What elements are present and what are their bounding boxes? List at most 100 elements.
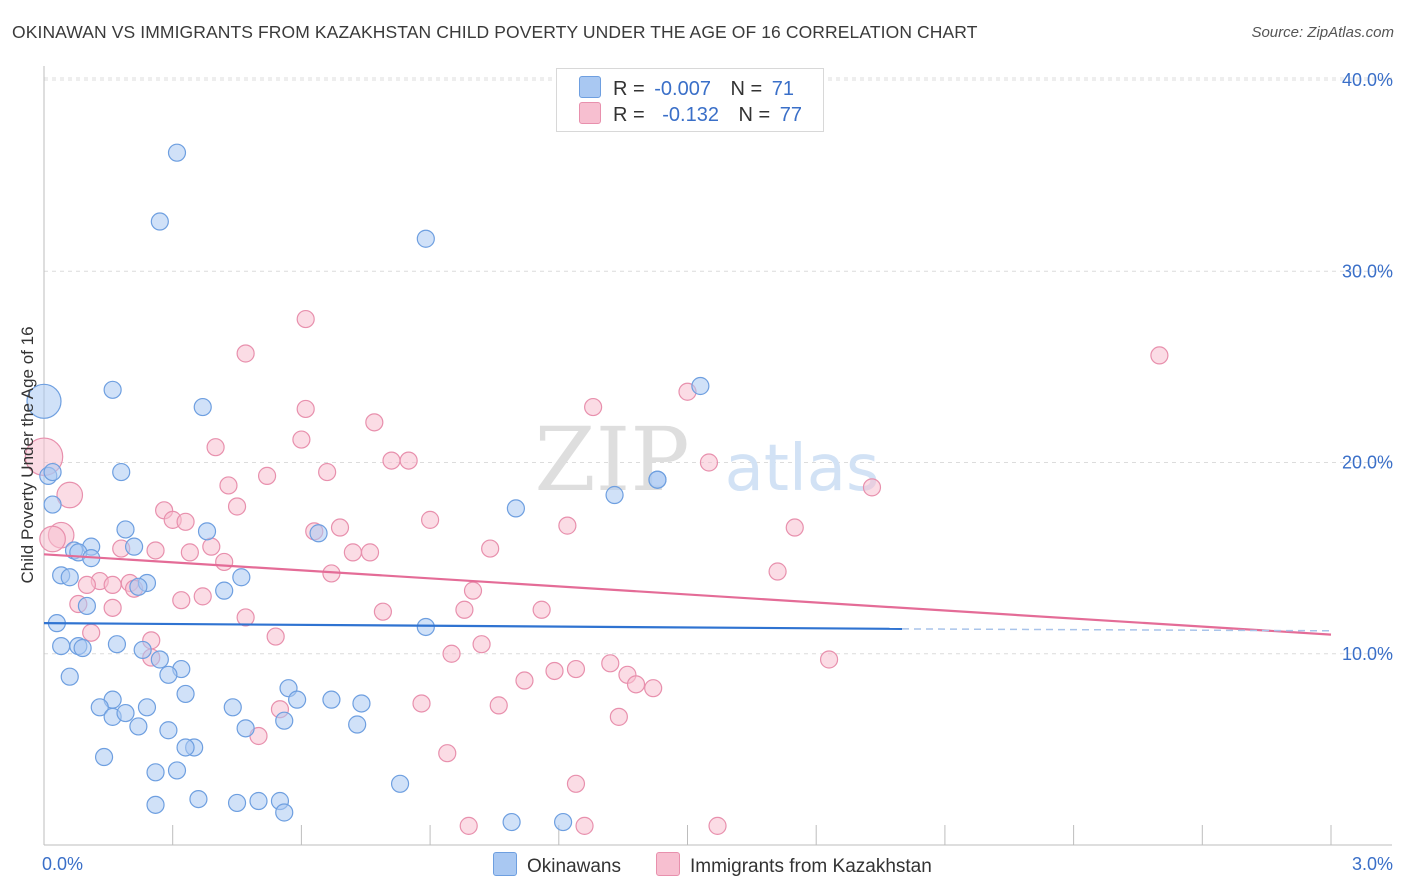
tick-labels: 10.0% 20.0% 30.0% 40.0% 0.0% 3.0% [42, 70, 1393, 874]
okinawan-point [390, 774, 410, 793]
watermark-atlas: atlas [725, 432, 880, 506]
kazakhstan-point [219, 476, 238, 495]
okinawan-point [129, 717, 148, 736]
okinawan-point [94, 747, 114, 767]
source-credit: Source: ZipAtlas.com [1251, 24, 1394, 41]
okinawan-point [146, 763, 165, 782]
okinawan-point [159, 665, 178, 684]
okinawan-point [167, 143, 187, 162]
kazakhstan-point [318, 462, 337, 482]
okinawan-point [26, 383, 62, 419]
kazakhstan-point [644, 679, 663, 698]
kazakhstan-point [819, 650, 839, 669]
okinawan-point [133, 640, 152, 660]
okinawan-point [288, 690, 307, 709]
kazakhstan-point [412, 694, 431, 713]
okinawan-point [43, 462, 62, 482]
bottom-legend-label: Immigrants from Kazakhstan [690, 856, 932, 877]
okinawan-point [107, 635, 127, 654]
kazakhstan-point [609, 707, 628, 726]
y-tick-label: 40.0% [1342, 70, 1393, 90]
okinawan-point [416, 229, 435, 248]
okinawan-point [77, 596, 97, 616]
okinawan-point [506, 499, 526, 518]
kazakhstan-point [360, 543, 380, 562]
kazakhstan-point [566, 659, 586, 679]
kazakhstan-point [330, 518, 350, 537]
kazakhstan-point [601, 654, 620, 673]
kazakhstan-point [176, 512, 195, 531]
x-tick-label: 3.0% [1352, 854, 1393, 874]
okinawan-point [176, 684, 195, 704]
okinawan-point [193, 397, 212, 417]
series-kazakhstan-points [24, 309, 1169, 835]
okinawan-point [348, 715, 367, 734]
kazakhstan-point [463, 581, 483, 600]
okinawan-point [90, 698, 109, 717]
okinawan-point [232, 568, 251, 587]
okinawan-point [124, 537, 144, 556]
kazakhstan-point [399, 451, 418, 470]
okinawan-point [103, 380, 122, 399]
legend-row-okinawans: R = -0.007 N = 71 [579, 76, 794, 100]
okinawan-point [648, 470, 667, 489]
kazakhstan-point [575, 816, 594, 835]
kazakhstan-point [442, 644, 461, 663]
kazakhstan-point [39, 525, 66, 553]
okinawan-point [150, 650, 169, 669]
okinawan-point [691, 376, 710, 396]
okinawan-point [236, 719, 255, 738]
kazakhstan-point [708, 816, 727, 835]
kazakhstan-point [146, 541, 165, 560]
okinawan-point [116, 703, 135, 723]
okinawan-point [416, 617, 435, 637]
okinawan-point [352, 694, 371, 713]
kazakhstan-point [373, 602, 393, 621]
okinawan-point [227, 793, 247, 813]
legend-n-value: 71 [771, 78, 795, 100]
kazakhstan-point [699, 453, 719, 472]
kazakhstan-point [584, 397, 603, 417]
kazakhstan-point [558, 516, 577, 535]
okinawan-point [176, 738, 195, 757]
kazakhstan-point [382, 451, 401, 470]
kazakhstan-point [193, 587, 212, 606]
kazakhstan-point [566, 774, 586, 793]
kazakhstan-point [421, 510, 440, 529]
y-tick-label: 20.0% [1342, 453, 1393, 473]
okinawan-point [189, 789, 208, 809]
kazakhstan-point [472, 635, 491, 654]
kazakhstan-point [103, 575, 122, 595]
kazakhstan-point [459, 816, 478, 835]
legend-r-value: -0.007 [654, 78, 711, 100]
okinawan-point [129, 577, 148, 596]
y-tick-label: 30.0% [1342, 261, 1393, 281]
okinawan-point [43, 495, 62, 514]
okinawan-point [553, 812, 573, 832]
y-axis-label: Child Poverty Under the Age of 16 [18, 326, 37, 583]
kazakhstan-point [532, 600, 551, 619]
legend-n-value: 77 [779, 104, 803, 126]
kazakhstan-point [481, 539, 500, 558]
kazakhstan-point [236, 344, 255, 363]
kazakhstan-point [862, 478, 882, 497]
kazakhstan-point [236, 608, 255, 627]
kazakhstan-point [626, 675, 646, 694]
kazakhstan-point [227, 497, 247, 516]
okinawan-point [116, 520, 135, 539]
bottom-legend-swatch-pink [656, 852, 680, 876]
kazakhstan-point [455, 600, 474, 619]
x-tick-label: 0.0% [42, 854, 83, 874]
correlation-legend: R = -0.007 N = 71 R = -0.132 N = 77 [556, 68, 824, 132]
kazakhstan-point [206, 438, 225, 457]
kazakhstan-point [172, 591, 191, 610]
okinawan-point [605, 485, 624, 505]
kazakhstan-point [292, 430, 311, 449]
legend-n-label: N = [730, 78, 763, 100]
bottom-legend-swatch-blue [493, 852, 517, 876]
kazakhstan-point [77, 575, 97, 595]
okinawan-point [137, 698, 157, 717]
kazakhstan-point [180, 543, 199, 562]
kazakhstan-point [489, 696, 508, 715]
